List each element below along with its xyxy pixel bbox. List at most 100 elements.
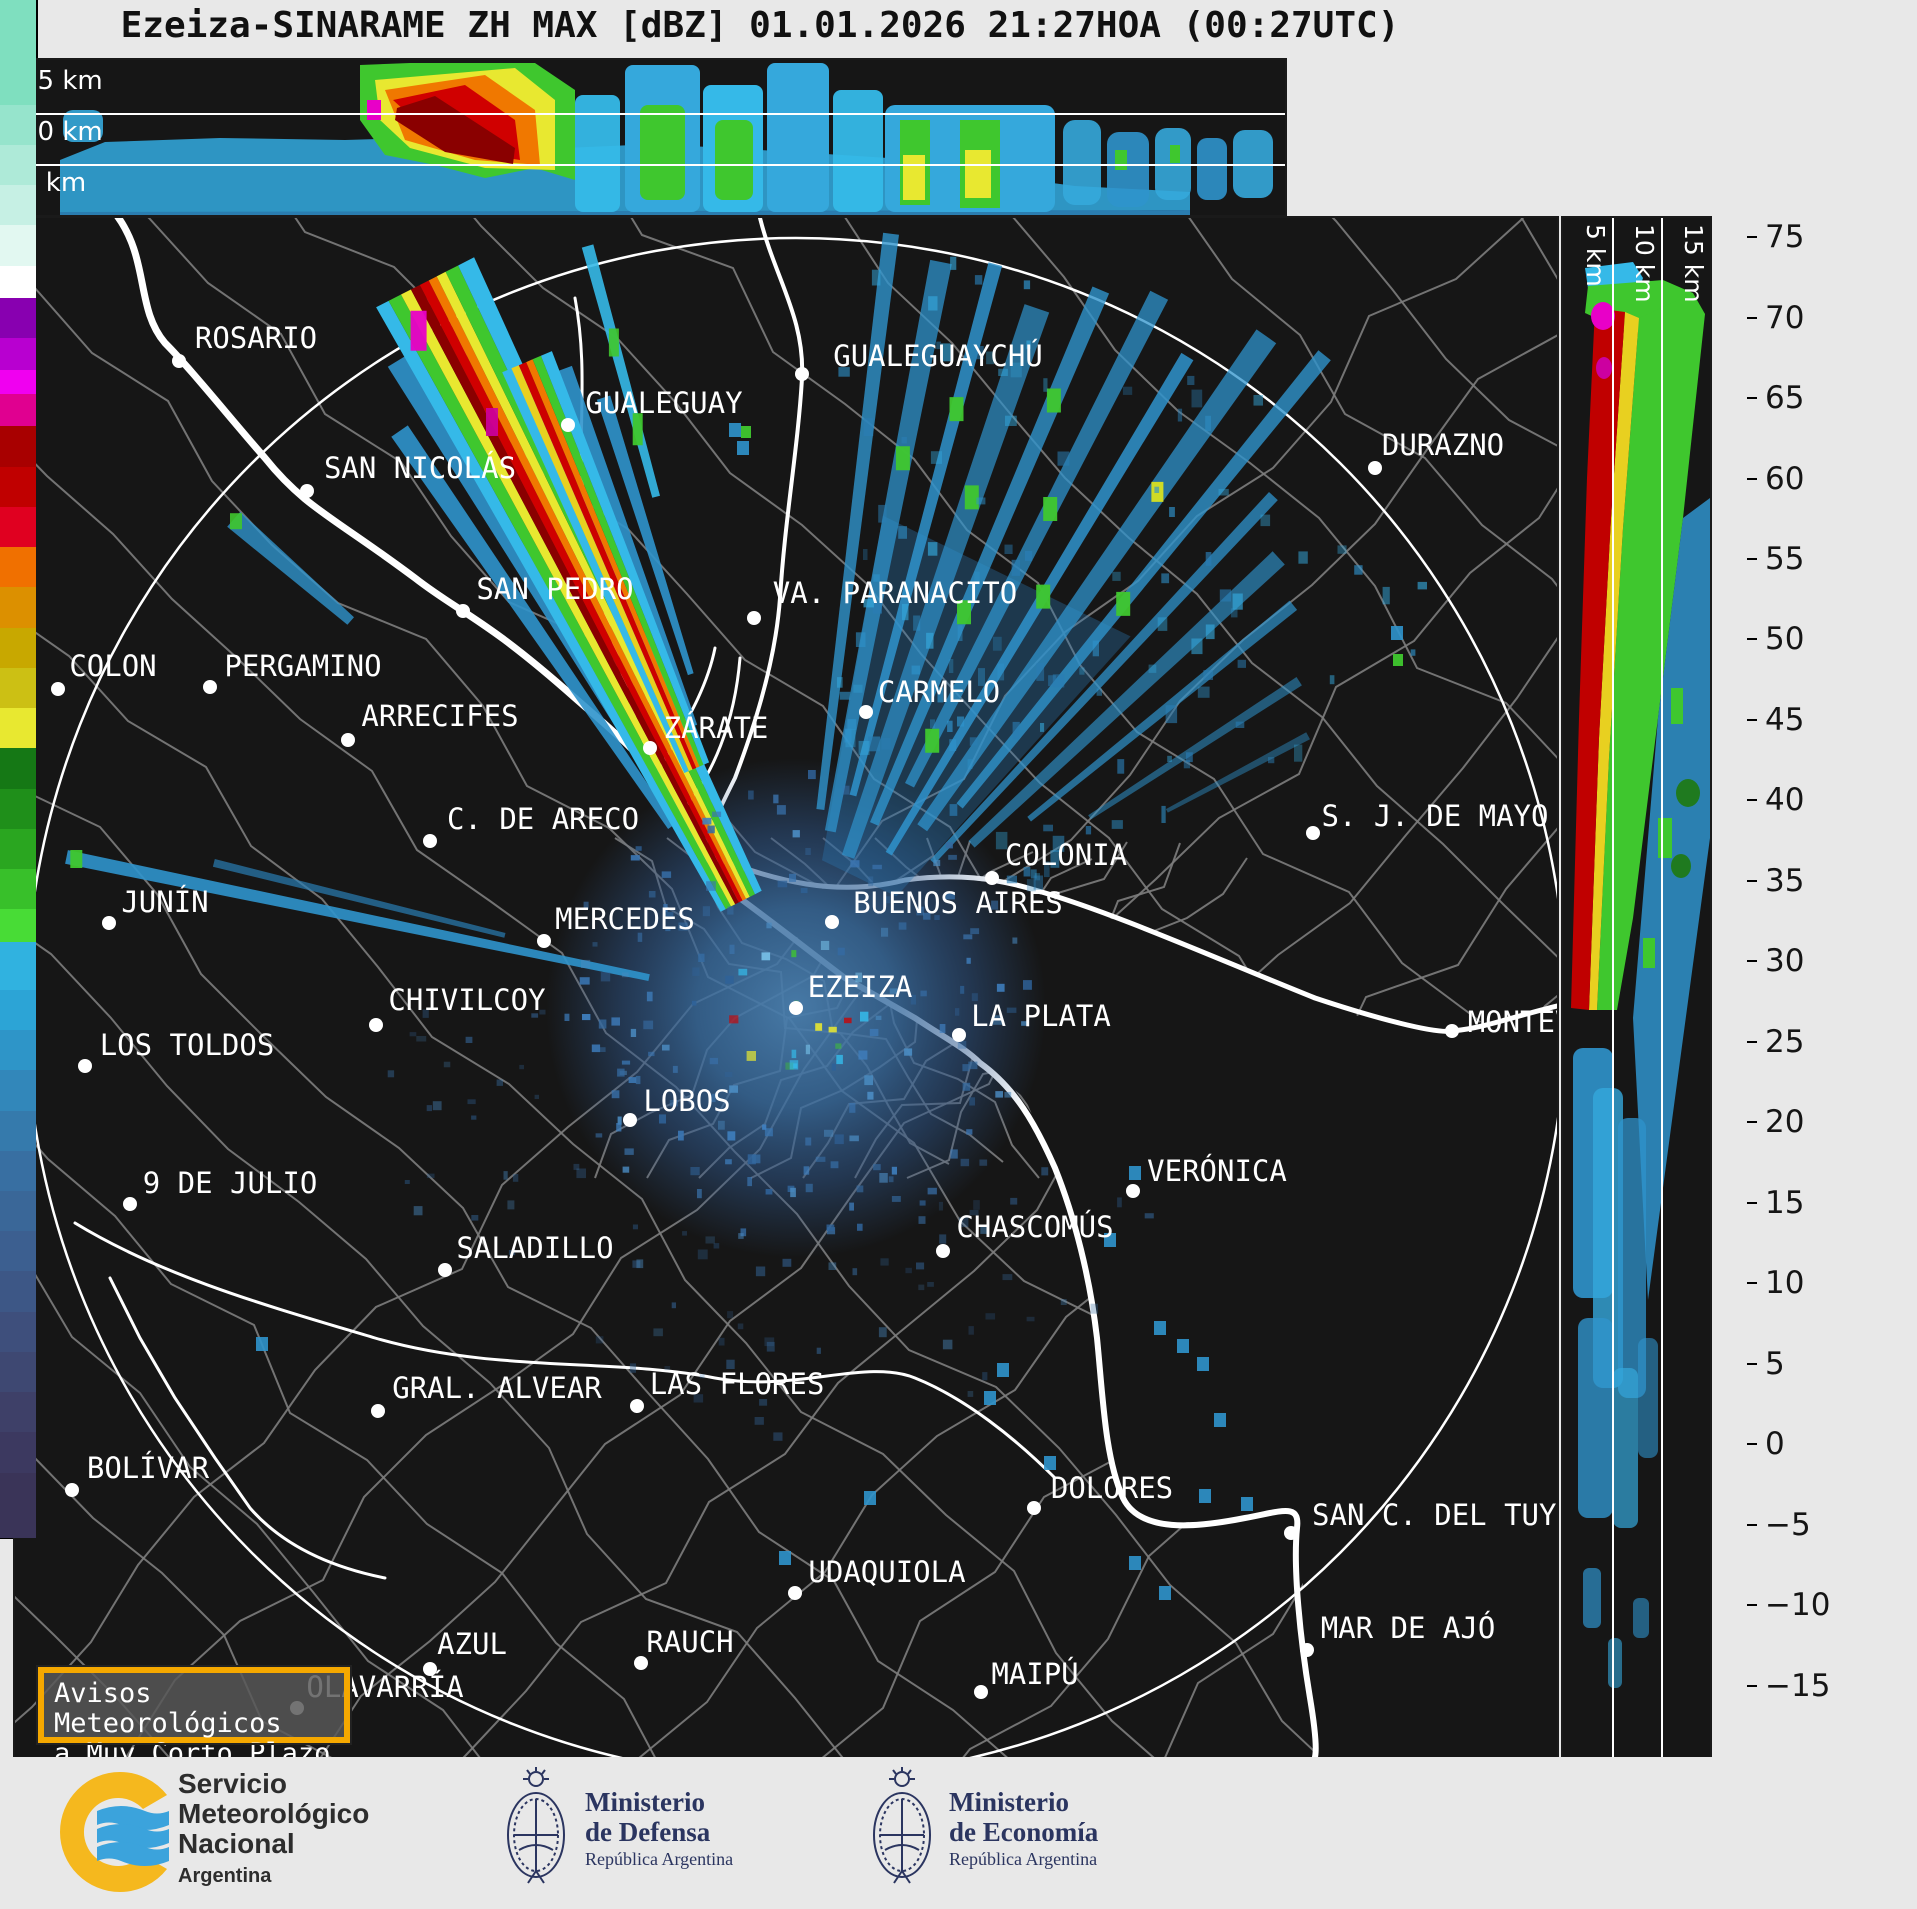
- echo-shape: [805, 848, 811, 855]
- city-dot: [78, 1059, 92, 1073]
- echo-shape: [826, 1224, 835, 1231]
- city-dot: [51, 682, 65, 696]
- echo-shape: [939, 1024, 946, 1033]
- echo-shape: [872, 602, 882, 614]
- echo-shape: [1052, 674, 1065, 688]
- echo-shape: [699, 1374, 705, 1379]
- echo-shape: [632, 1260, 641, 1268]
- colorbar-segment: [0, 506, 36, 549]
- county-line: [15, 218, 1421, 1757]
- echo-shape: [1219, 589, 1231, 602]
- echo-shape: [834, 1134, 844, 1145]
- echo-shape: [800, 888, 808, 894]
- side-cross-section-echoes: [1571, 262, 1710, 1688]
- colorbar-tick-mark: [1747, 397, 1757, 400]
- echo-shape: [1154, 486, 1160, 493]
- county-line: [15, 218, 754, 1757]
- colorbar-segment: [0, 0, 36, 106]
- defensa-line2: de Defensa: [585, 1817, 711, 1847]
- echo-shape: [919, 1200, 926, 1206]
- echo-shape: [1085, 826, 1092, 835]
- echo-shape: [1104, 1233, 1116, 1247]
- echo-shape: [582, 1014, 591, 1021]
- echo-shape: [957, 1040, 967, 1049]
- colorbar-tick-mark: [1747, 316, 1757, 319]
- echo-shape: [738, 1233, 744, 1239]
- echo-shape: [958, 1217, 969, 1228]
- city-label: MAIPÚ: [991, 1657, 1079, 1691]
- echo-shape: [707, 825, 715, 834]
- echo-shape: [974, 571, 980, 584]
- colorbar-tick-mark: [1747, 1121, 1757, 1124]
- echo-shape: [662, 1044, 670, 1051]
- city-dot: [537, 934, 551, 948]
- echo-shape: [1260, 514, 1271, 527]
- echo-shape: [409, 1032, 417, 1037]
- echo-shape: [410, 310, 427, 351]
- colorbar-segment: [0, 185, 36, 227]
- city-dot: [795, 367, 809, 381]
- echo-shape: [748, 790, 754, 800]
- colorbar-tick-mark: [1747, 1362, 1757, 1365]
- county-line: [234, 218, 1557, 1757]
- height-label-15km-side: 15 km: [1679, 224, 1708, 303]
- echo-shape: [937, 687, 944, 703]
- echo-shape: [1253, 395, 1263, 406]
- echo-shape: [1165, 705, 1178, 724]
- echo-shape: [888, 1176, 894, 1183]
- footer: Servicio Meteorológico Nacional Argentin…: [0, 1757, 1917, 1909]
- colorbar-tick-label: 50: [1765, 621, 1805, 658]
- city-label: MAR DE AJÓ: [1320, 1611, 1496, 1645]
- city-label: MERCEDES: [555, 902, 695, 936]
- echo-shape: [966, 957, 971, 964]
- colorbar-segment: [0, 1311, 36, 1353]
- echo-shape: [902, 603, 909, 621]
- echo-shape: [532, 355, 704, 767]
- echo-shape: [766, 1341, 775, 1352]
- echo-shape: [564, 1013, 570, 1021]
- radar-map: ROSARIO SAN NICOLÁS GUALEGUAY GUALEGUAYCHÚ S…: [13, 216, 1559, 1759]
- echo-shape: [1036, 584, 1051, 609]
- echo-shape: [930, 719, 936, 729]
- echo-shape: [611, 1090, 620, 1099]
- echo-shape: [966, 1129, 973, 1135]
- echo-shape: [830, 1161, 839, 1169]
- echo-shape: [878, 1327, 887, 1338]
- echo-shape: [997, 1363, 1009, 1377]
- city-label: CARMELO: [877, 675, 1001, 709]
- echo-shape: [1185, 752, 1193, 763]
- echo-shape: [828, 1262, 837, 1270]
- echo-shape: [782, 1258, 792, 1267]
- echo-shape: [508, 1250, 516, 1256]
- echo-shape: [968, 1061, 978, 1070]
- echo-shape: [869, 1028, 879, 1037]
- economia-line2: de Economía: [949, 1817, 1099, 1847]
- echo-shape: [857, 1223, 863, 1231]
- smn-line3: Nacional: [178, 1828, 295, 1859]
- echo-shape: [985, 1313, 996, 1320]
- echo-shape: [891, 1196, 901, 1202]
- echo-shape: [1129, 1166, 1141, 1180]
- echo-shape: [1205, 624, 1215, 640]
- echo-shape: [836, 1054, 843, 1065]
- city-dot: [643, 741, 657, 755]
- echo-shape: [805, 1044, 810, 1055]
- colorbar-tick-label: 0: [1765, 1426, 1785, 1463]
- colorbar-segment: [0, 1472, 36, 1538]
- echo-shape: [1393, 654, 1403, 666]
- echo-shape: [632, 413, 643, 446]
- echo-shape: [1169, 507, 1175, 517]
- colorbar-segment: [0, 909, 36, 943]
- echo-shape: [212, 859, 506, 938]
- echo-shape: [805, 1137, 812, 1146]
- echo-shape: [1004, 1091, 1012, 1098]
- city-label: C. DE ARECO: [446, 802, 640, 836]
- echo-shape: [1191, 638, 1203, 655]
- echo-shape: [803, 1166, 810, 1175]
- echo-shape: [957, 600, 971, 625]
- echo-shape: [864, 1075, 873, 1086]
- echo-shape: [664, 1366, 671, 1371]
- colorbar-segment: [0, 828, 36, 871]
- echo-shape: [791, 1049, 797, 1059]
- city-label: MONTEVIDEO: [1467, 1005, 1557, 1039]
